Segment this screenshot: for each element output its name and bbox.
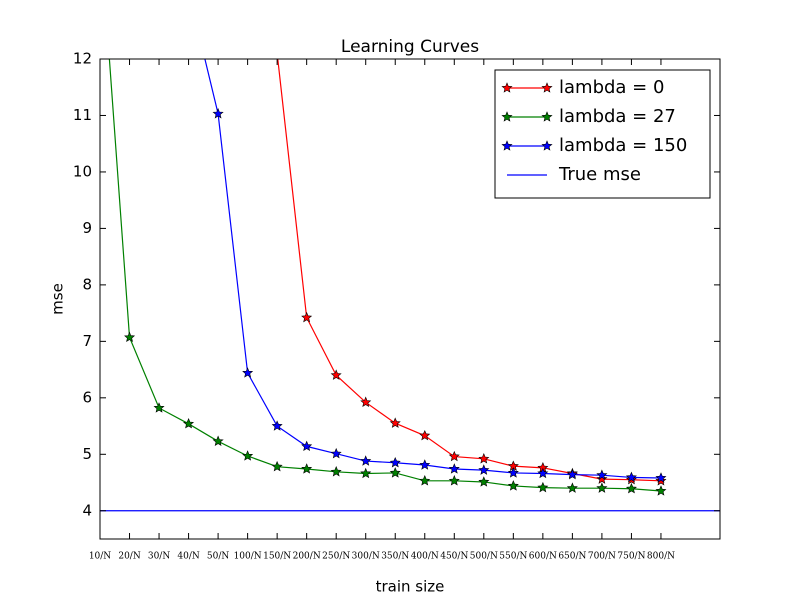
x-tick-label: 650/N [558, 552, 586, 562]
data-point [124, 331, 136, 343]
data-point [478, 453, 490, 464]
data-point [419, 429, 431, 441]
x-tick-label: 10/N [89, 552, 111, 562]
data-point [448, 475, 460, 486]
y-tick-label: 11 [73, 106, 92, 124]
data-point [566, 482, 578, 493]
plot-area [100, 59, 720, 512]
y-tick-label: 4 [82, 501, 92, 519]
x-tick-label: 600/N [529, 552, 557, 562]
x-tick-label: 350/N [381, 552, 409, 562]
data-point [301, 463, 313, 474]
data-point [537, 467, 549, 479]
y-tick-label: 10 [73, 162, 92, 180]
data-point [389, 417, 401, 428]
data-point [625, 471, 637, 483]
data-point [655, 472, 667, 483]
data-point [448, 463, 460, 474]
data-point [625, 482, 637, 494]
x-tick-label: 20/N [118, 552, 140, 562]
y-axis-label: mse [49, 283, 67, 315]
data-point [655, 485, 667, 496]
data-point [389, 467, 401, 478]
data-point [301, 440, 313, 452]
x-tick-label: 30/N [148, 552, 170, 562]
data-point [330, 466, 342, 477]
data-point [330, 447, 342, 459]
y-tick-label: 6 [82, 388, 92, 406]
series-line [108, 59, 661, 492]
data-point [419, 459, 431, 470]
x-tick-label: 700/N [588, 552, 616, 562]
data-point [419, 475, 431, 486]
legend-marker [501, 140, 513, 151]
legend-box [494, 69, 711, 199]
data-point [507, 467, 519, 478]
y-tick-label: 5 [82, 445, 92, 463]
x-tick-label: 250/N [322, 552, 350, 562]
data-point [212, 435, 224, 447]
legend-marker [501, 111, 513, 122]
data-point [242, 367, 254, 378]
legend-marker [541, 82, 553, 93]
x-tick-label: 100/N [234, 552, 262, 562]
data-point [566, 468, 578, 480]
data-point [596, 473, 608, 484]
x-tick-label: 200/N [293, 552, 321, 562]
data-point [271, 460, 283, 472]
data-point [271, 420, 283, 431]
data-point [212, 108, 224, 119]
data-point [360, 396, 372, 408]
x-tick-label: 800/N [647, 552, 675, 562]
legend-marker [541, 140, 553, 151]
data-point [153, 402, 165, 413]
data-point [478, 476, 490, 487]
data-point [360, 455, 372, 466]
x-tick-label: 750/N [617, 552, 645, 562]
chart-title: Learning Curves [341, 37, 479, 57]
x-tick-label: 150/N [263, 552, 291, 562]
legend-label: lambda = 150 [559, 135, 687, 156]
data-point [537, 481, 549, 493]
x-tick-label: 550/N [499, 552, 527, 562]
data-point [242, 450, 254, 461]
y-tick-label: 12 [73, 50, 92, 68]
data-point [596, 469, 608, 480]
x-tick-label: 50/N [207, 552, 229, 562]
data-point [507, 480, 519, 491]
x-tick-label: 500/N [470, 552, 498, 562]
x-tick-label: 300/N [352, 552, 380, 562]
legend-marker [501, 82, 513, 93]
data-point [389, 457, 401, 468]
data-point [183, 418, 195, 429]
legend-label: lambda = 0 [559, 77, 664, 98]
data-point [596, 482, 608, 493]
data-point [448, 450, 460, 462]
y-tick-label: 7 [82, 332, 92, 350]
x-tick-label: 400/N [411, 552, 439, 562]
data-point [478, 464, 490, 475]
data-point [360, 467, 372, 479]
x-tick-label: 450/N [440, 552, 468, 562]
y-tick-label: 8 [82, 275, 92, 293]
legend-label: lambda = 27 [559, 106, 676, 127]
series-line [277, 59, 661, 482]
data-point [301, 311, 313, 323]
legend-marker [541, 111, 553, 122]
legend-label: True mse [558, 164, 641, 185]
x-axis-label: train size [376, 578, 445, 596]
y-tick-label: 9 [82, 219, 92, 237]
plot-frame [99, 58, 721, 540]
data-point [330, 369, 342, 380]
x-tick-label: 40/N [177, 552, 199, 562]
